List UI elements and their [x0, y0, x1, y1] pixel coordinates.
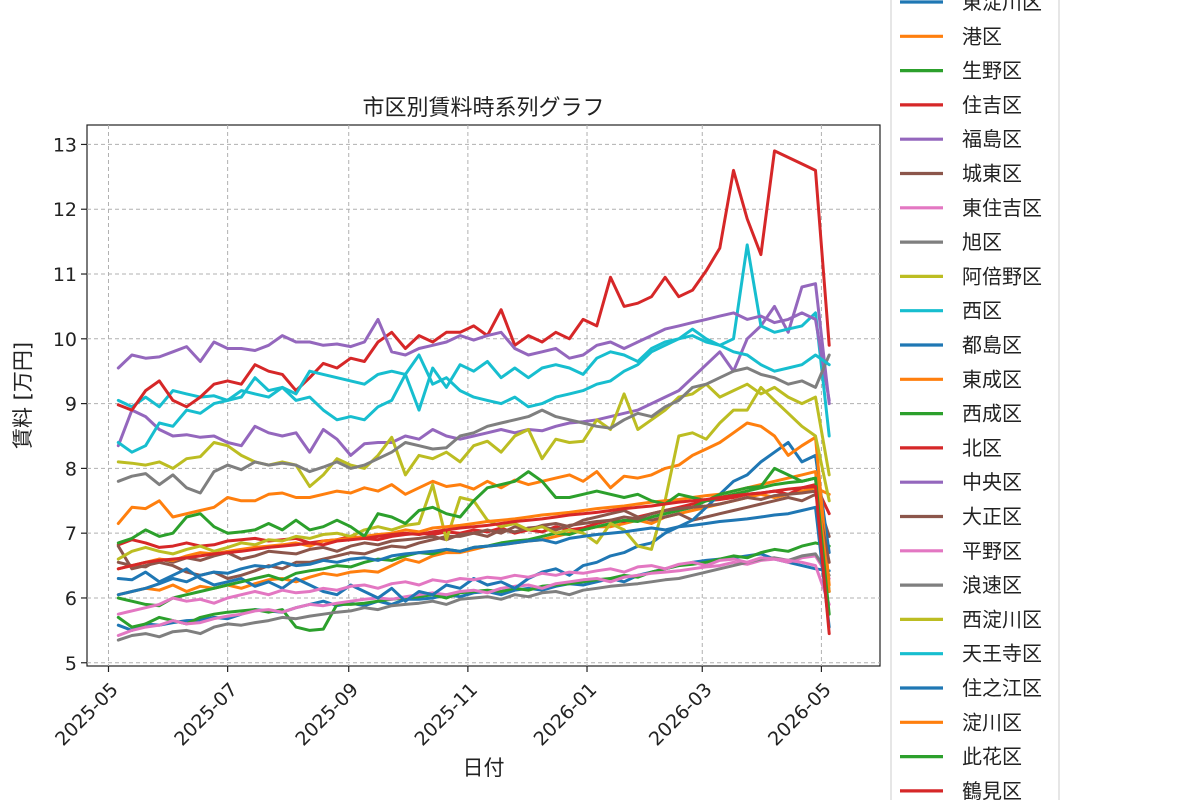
- legend-label: 平野区: [962, 539, 1022, 563]
- x-tick-label: 2026-01: [530, 679, 602, 751]
- series-line: [116, 311, 831, 402]
- legend-label: 阿倍野区: [962, 264, 1042, 288]
- y-axis-title: 賃料 [万円]: [11, 342, 35, 449]
- x-axis: 2025-05 2025-07 2025-09 2025-11 2026-01 2026-…: [51, 666, 836, 750]
- y-tick-label: 13: [53, 134, 77, 156]
- x-tick-label: 2025-05: [51, 679, 123, 751]
- y-tick-label: 8: [65, 458, 77, 480]
- legend-label: 此花区: [962, 745, 1022, 769]
- legend: 東淀川区港区生野区住吉区福島区城東区東住吉区旭区阿倍野区西区都島区東成区西成区北…: [890, 0, 1060, 800]
- y-tick-label: 12: [53, 199, 77, 221]
- x-tick-label: 2025-11: [410, 679, 482, 751]
- series-line: [116, 327, 831, 454]
- legend-label: 西区: [962, 299, 1002, 323]
- series-line: [116, 421, 831, 587]
- series-line: [116, 552, 831, 642]
- x-tick-label: 2025-09: [291, 679, 363, 751]
- series-line: [116, 505, 831, 629]
- series-line: [116, 282, 831, 457]
- legend-label: 北区: [962, 436, 1002, 460]
- legend-label: 都島区: [962, 333, 1022, 357]
- legend-label: 大正区: [962, 505, 1022, 529]
- x-axis-title: 日付: [463, 756, 505, 780]
- legend-label: 旭区: [962, 230, 1002, 254]
- legend-label: 天王寺区: [962, 642, 1042, 666]
- legend-label: 生野区: [962, 59, 1022, 83]
- y-axis: 5 6 7 8 9 10 11 12 13: [53, 134, 87, 675]
- legend-box: [890, 0, 1060, 800]
- y-tick-label: 5: [65, 653, 77, 675]
- legend-label: 東淀川区: [962, 0, 1042, 14]
- legend-label: 港区: [962, 24, 1002, 48]
- legend-label: 鶴見区: [962, 779, 1022, 800]
- x-tick-label: 2025-07: [170, 679, 242, 751]
- legend-label: 西淀川区: [962, 607, 1042, 631]
- series-lines: [116, 149, 831, 642]
- legend-label: 中央区: [962, 470, 1022, 494]
- chart-title: 市区別賃料時系列グラフ: [362, 96, 604, 121]
- series-line: [116, 470, 831, 593]
- series-line: [116, 353, 831, 495]
- legend-label: 淀川区: [962, 710, 1022, 734]
- y-tick-label: 9: [65, 394, 77, 416]
- legend-label: 城東区: [962, 162, 1022, 186]
- legend-label: 住吉区: [962, 93, 1022, 117]
- y-tick-label: 7: [65, 523, 77, 545]
- series-line: [116, 489, 831, 569]
- x-tick-label: 2026-03: [645, 679, 717, 751]
- y-tick-label: 10: [53, 329, 77, 351]
- series-line: [116, 554, 831, 637]
- series-line: [116, 243, 831, 438]
- legend-label: 東成区: [962, 367, 1022, 391]
- plot-area: 2025-05 2025-07 2025-09 2025-11 2026-01 2026-…: [51, 124, 881, 750]
- series-line: [116, 382, 831, 488]
- series-line: [116, 485, 831, 636]
- series-line: [116, 149, 831, 412]
- legend-label: 東住吉区: [962, 196, 1042, 220]
- legend-label: 西成区: [962, 402, 1022, 426]
- legend-label: 福島区: [962, 127, 1022, 151]
- legend-label: 浪速区: [962, 573, 1022, 597]
- series-line: [116, 556, 831, 616]
- legend-label: 住之江区: [962, 676, 1042, 700]
- y-tick-label: 11: [53, 264, 77, 286]
- y-tick-label: 6: [65, 588, 77, 610]
- x-tick-label: 2026-05: [764, 679, 836, 751]
